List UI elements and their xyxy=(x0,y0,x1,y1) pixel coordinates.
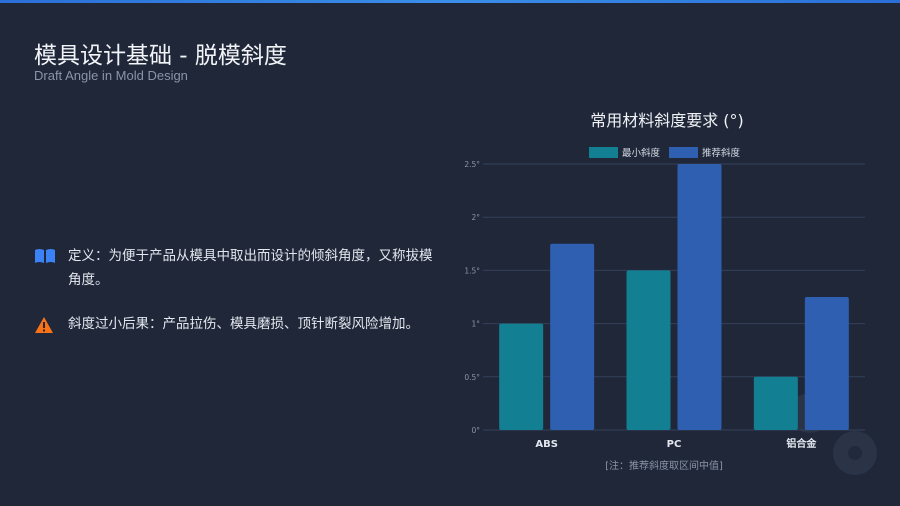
warning-icon xyxy=(34,316,56,342)
consequence-point: 斜度过小后果：产品拉伤、模具磨损、顶针断裂风险增加。 xyxy=(34,312,444,342)
bar-铝合金-最小斜度 xyxy=(753,376,798,430)
consequence-text: 斜度过小后果：产品拉伤、模具磨损、顶针断裂风险增加。 xyxy=(68,316,419,332)
bar-PC-推荐斜度 xyxy=(677,164,722,430)
chart-note: [注：推荐斜度取区间中值] xyxy=(605,459,723,472)
y-tick-label: 0.5° xyxy=(464,373,480,382)
x-tick-label: PC xyxy=(667,439,682,450)
bar-ABS-推荐斜度 xyxy=(550,243,595,430)
definition-point: 定义：为便于产品从模具中取出而设计的倾斜角度，又称拔模角度。 xyxy=(34,244,444,292)
x-tick-label: ABS xyxy=(535,439,558,450)
y-tick-label: 1.5° xyxy=(464,266,480,275)
bar-铝合金-推荐斜度 xyxy=(804,297,849,430)
legend-label: 最小斜度 xyxy=(622,147,661,159)
definition-text: 定义：为便于产品从模具中取出而设计的倾斜角度，又称拔模角度。 xyxy=(68,248,433,288)
y-tick-label: 2.5° xyxy=(464,160,480,169)
page-title: 模具设计基础 - 脱模斜度 xyxy=(34,43,287,69)
book-icon xyxy=(34,248,56,272)
bar-ABS-最小斜度 xyxy=(499,323,544,430)
x-tick-label: 铝合金 xyxy=(786,437,817,450)
y-tick-label: 1° xyxy=(471,320,480,329)
legend-swatch xyxy=(669,147,698,158)
y-tick-label: 0° xyxy=(471,426,480,435)
bar-chart: 常用材料斜度要求 (°) 最小斜度 推荐斜度 0° 0.5° 1° 1.5° 2° 2.5°… xyxy=(464,111,865,472)
page-subtitle: Draft Angle in Mold Design xyxy=(34,68,188,83)
chart-title: 常用材料斜度要求 (°) xyxy=(590,111,744,130)
legend-label: 推荐斜度 xyxy=(702,147,741,159)
legend-swatch xyxy=(589,147,618,158)
bar-PC-最小斜度 xyxy=(626,270,671,430)
y-tick-label: 2° xyxy=(471,213,480,222)
top-accent-bar xyxy=(0,0,900,3)
